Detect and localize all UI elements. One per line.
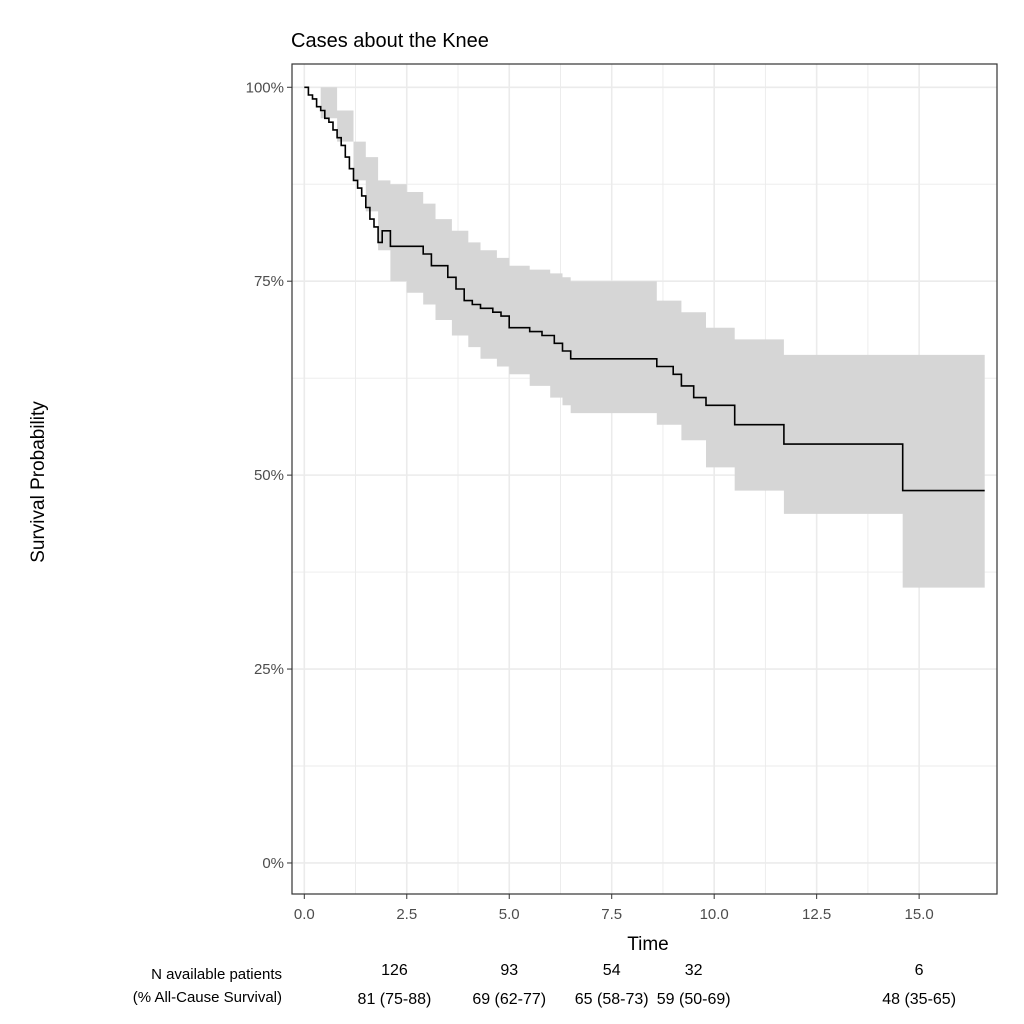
axis-ticks: 0.0 2.5 5.0 7.5 10.0 12.5 15.0 0% 25% 50% 75% 100% [246,79,934,923]
risk-table: N available patients (% All-Cause Surviv… [133,962,956,1008]
x-tick-label: 7.5 [601,906,622,923]
risk-n-value: 93 [500,962,518,979]
x-tick-label: 0.0 [294,906,315,923]
y-axis-label: Survival Probability [28,401,49,563]
confidence-band [304,87,985,588]
x-axis-label: Time [627,934,669,955]
y-tick-label: 75% [254,273,284,290]
y-tick-label: 50% [254,467,284,484]
risk-n-value: 126 [381,962,408,979]
x-tick-label: 10.0 [700,906,729,923]
risk-row-label-n: N available patients [151,966,282,983]
y-tick-label: 100% [246,79,284,96]
risk-n-value: 6 [915,962,924,979]
confidence-band-layer [304,87,985,588]
x-tick-label: 5.0 [499,906,520,923]
survival-step-line [304,86,985,492]
risk-row-label-survival: (% All-Cause Survival) [133,989,282,1006]
y-tick-label: 25% [254,661,284,678]
chart-title: Cases about the Knee [291,30,489,52]
x-tick-label: 15.0 [905,906,934,923]
x-tick-label: 2.5 [396,906,417,923]
risk-survival-value: 48 (35-65) [882,991,956,1008]
y-tick-label: 0% [262,855,284,872]
risk-n-value: 54 [603,962,621,979]
risk-survival-value: 69 (62-77) [472,991,546,1008]
plot-panel-border [291,63,998,895]
risk-n-value: 32 [685,962,703,979]
risk-survival-value: 59 (50-69) [657,991,731,1008]
risk-survival-value: 81 (75-88) [358,991,432,1008]
risk-survival-value: 65 (58-73) [575,991,649,1008]
survival-curve-layer [304,86,985,492]
x-tick-label: 12.5 [802,906,831,923]
